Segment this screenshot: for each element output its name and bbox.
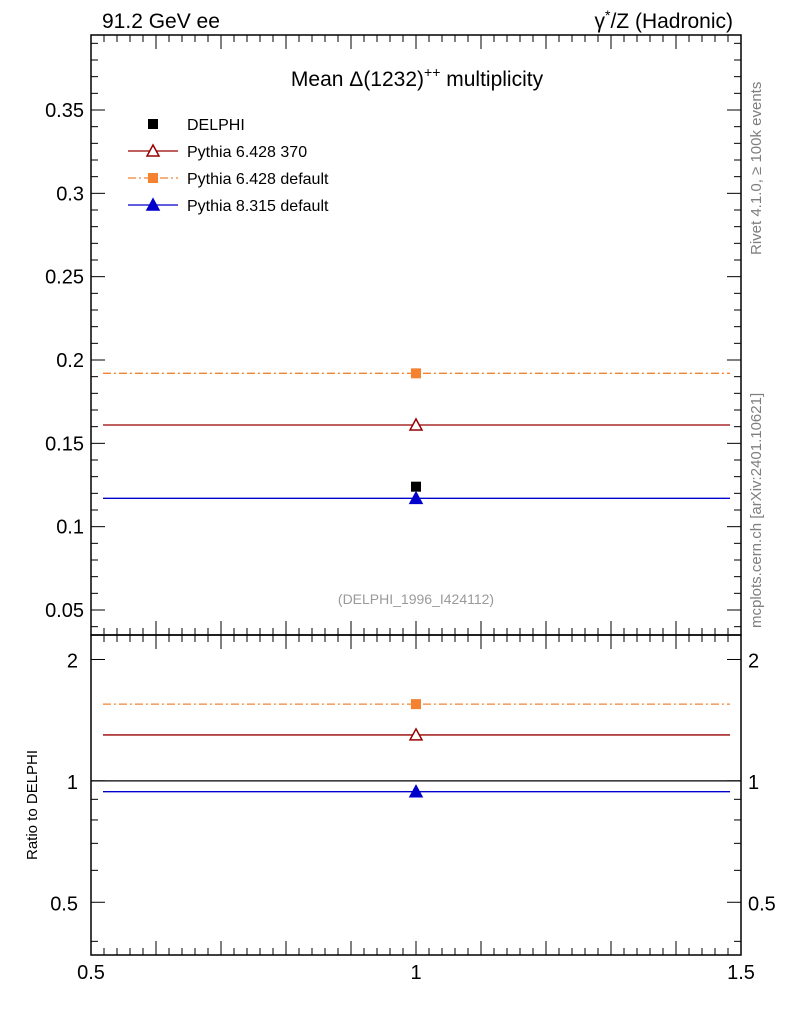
main-plot-panel: 0.05 0.1 0.15 0.2 0.25 0.3 0.35 Mean Δ(1232)++… xyxy=(45,34,742,636)
series-marker-pythia-6-428-default xyxy=(411,368,421,379)
legend-label: DELPHI xyxy=(187,117,245,134)
header-left-label: 91.2 GeV ee xyxy=(102,10,220,33)
ratio-series-group xyxy=(103,699,730,798)
chart-title: Mean Δ(1232)++ multiplicity xyxy=(291,64,544,91)
y-tick-label: 0.3 xyxy=(56,183,84,205)
ratio-y-tick-label-right: 0.5 xyxy=(748,893,776,915)
y-tick-label: 0.1 xyxy=(56,517,84,539)
analysis-watermark: (DELPHI_1996_I424112) xyxy=(338,591,494,607)
legend-label: Pythia 8.315 default xyxy=(187,198,329,215)
y-tick-label: 0.25 xyxy=(45,267,84,289)
legend-label: Pythia 6.428 default xyxy=(187,171,329,188)
main-series-group xyxy=(103,368,730,505)
ratio-y-tick-label-right: 2 xyxy=(748,650,759,672)
ratio-marker-pythia-8-315-default xyxy=(408,784,424,798)
series-marker-delphi xyxy=(411,481,421,492)
main-axis-ticks xyxy=(90,35,742,635)
y-tick-label: 0.05 xyxy=(45,600,84,622)
x-tick-label: 1.5 xyxy=(727,962,755,984)
series-marker-pythia-6-428-370 xyxy=(408,417,424,431)
ratio-y-tick-label-left: 1 xyxy=(67,772,78,794)
x-tick-label: 1 xyxy=(410,962,421,984)
legend-label: Pythia 6.428 370 xyxy=(187,144,307,161)
ratio-y-tick-label-left: 0.5 xyxy=(50,893,78,915)
ratio-marker-pythia-6-428-370 xyxy=(408,727,424,741)
ratio-marker-pythia-6-428-default xyxy=(411,699,421,710)
ratio-plot-panel: 0.5 0.5 1 1 2 2 Ratio to DELPHI xyxy=(24,634,776,956)
y-tick-label: 0.35 xyxy=(45,100,84,122)
legend-marker xyxy=(145,143,161,157)
main-y-tick-labels: 0.05 0.1 0.15 0.2 0.25 0.3 0.35 xyxy=(45,100,84,622)
ratio-y-axis-label: Ratio to DELPHI xyxy=(24,750,41,860)
series-marker-pythia-8-315-default xyxy=(408,490,424,505)
ratio-y-tick-label-right: 1 xyxy=(748,772,759,794)
y-tick-label: 0.2 xyxy=(56,350,84,372)
rivet-label: Rivet 4.1.0, ≥ 100k events xyxy=(748,82,765,255)
ratio-y-tick-labels: 0.5 0.5 1 1 2 2 xyxy=(50,650,776,915)
x-tick-labels: 0.5 1 1.5 xyxy=(77,962,755,984)
legend-marker xyxy=(148,119,158,129)
legend: DELPHI Pythia 6.428 370 Pythia 6.428 defau… xyxy=(128,117,329,215)
legend-marker xyxy=(148,173,158,183)
legend-marker xyxy=(145,197,161,211)
header-right-label: γ*/Z (Hadronic) xyxy=(595,7,733,33)
x-tick-label: 0.5 xyxy=(77,962,105,984)
ratio-y-tick-label-left: 2 xyxy=(67,650,78,672)
y-tick-label: 0.15 xyxy=(45,433,84,455)
mcplots-label: mcplots.cern.ch [arXiv:2401.10621] xyxy=(748,393,765,628)
